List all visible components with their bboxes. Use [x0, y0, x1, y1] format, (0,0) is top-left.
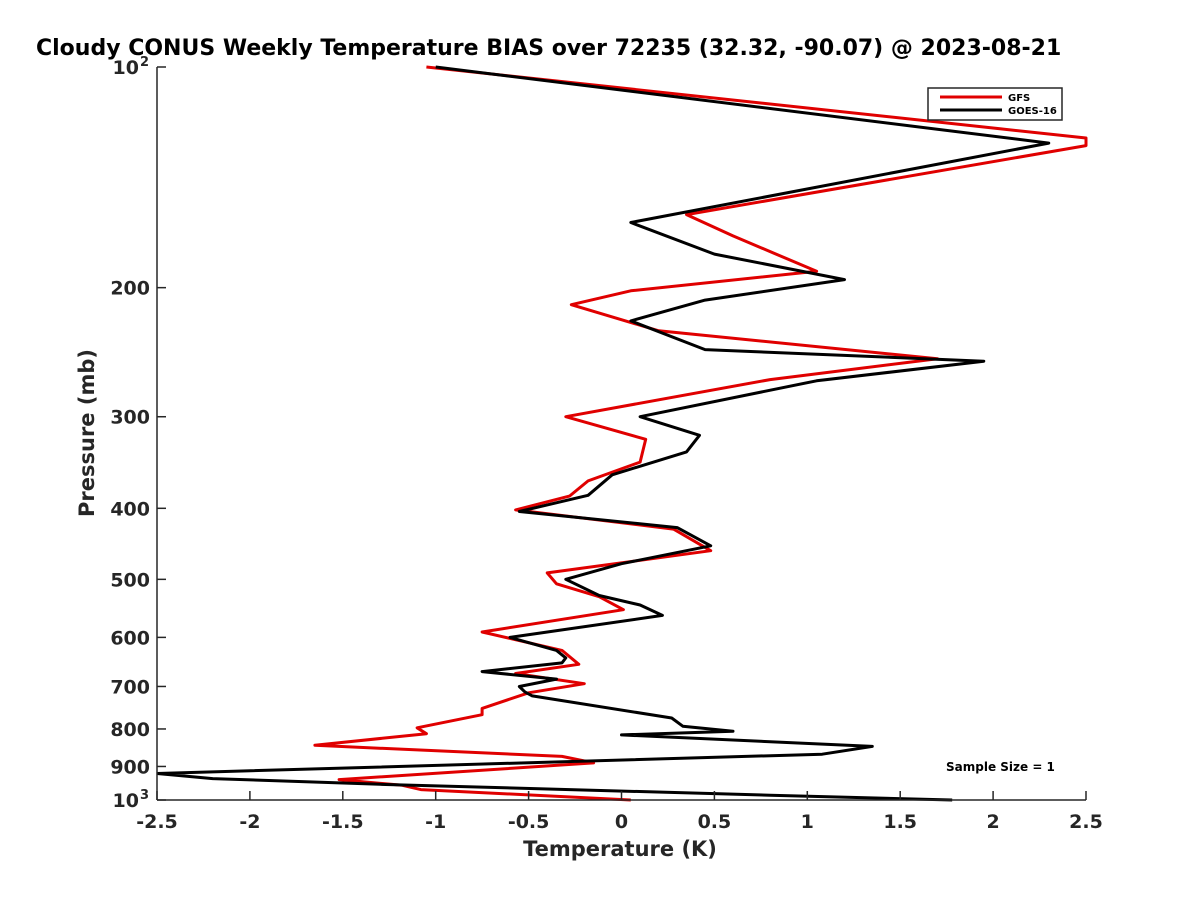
y-axis-label: Pressure (mb)	[75, 349, 99, 517]
x-tick-label: 2	[986, 811, 999, 833]
x-axis-label: Temperature (K)	[523, 837, 717, 861]
legend: GFS GOES-16	[927, 87, 1063, 121]
legend-label: GOES-16	[1008, 106, 1057, 117]
y-tick-label: 300	[110, 407, 150, 429]
y-tick-label: 800	[110, 719, 150, 741]
y-tick-label: 10	[113, 57, 139, 79]
legend-box	[927, 87, 1063, 121]
y-tick-label: 200	[110, 278, 150, 300]
sample-size-note: Sample Size = 1	[946, 760, 1055, 774]
y-tick-exponent: 3	[140, 788, 149, 803]
x-tick-label: 0	[615, 811, 628, 833]
legend-label: GFS	[1008, 93, 1030, 104]
x-ticks: -2.5 -2 -1.5 -1 -0.5 0 0.5 1 1.5 2 2.5	[136, 791, 1103, 833]
x-tick-label: -1.5	[322, 811, 364, 833]
series-line-goes-16	[157, 65, 1051, 802]
y-tick-label: 900	[110, 756, 150, 778]
series-group	[157, 65, 1088, 802]
y-tick-label: 400	[110, 498, 150, 520]
x-tick-label: -0.5	[508, 811, 550, 833]
series-line-gfs	[313, 65, 1088, 802]
x-tick-label: 1	[801, 811, 814, 833]
x-tick-label: 2.5	[1069, 811, 1103, 833]
x-tick-label: -2.5	[136, 811, 178, 833]
y-tick-label: 10	[113, 790, 139, 812]
x-tick-label: -2	[239, 811, 260, 833]
plot-area: -2.5 -2 -1.5 -1 -0.5 0 0.5 1 1.5 2 2.5 10 220030040…	[110, 55, 1103, 833]
chart-title: Cloudy CONUS Weekly Temperature BIAS ove…	[36, 36, 1061, 61]
y-tick-label: 600	[110, 627, 150, 649]
y-tick-label: 500	[110, 569, 150, 591]
x-tick-label: 0.5	[698, 811, 732, 833]
x-tick-label: 1.5	[883, 811, 917, 833]
y-tick-exponent: 2	[140, 55, 149, 70]
y-tick-label: 700	[110, 676, 150, 698]
x-tick-label: -1	[425, 811, 446, 833]
